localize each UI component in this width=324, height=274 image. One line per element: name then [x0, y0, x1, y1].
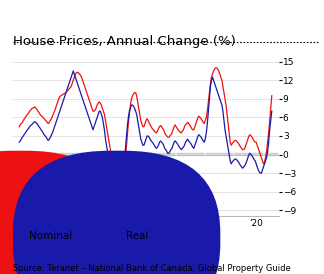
Text: Real: Real — [126, 231, 149, 241]
Text: Source: Teranet – National Bank of Canada, Global Property Guide: Source: Teranet – National Bank of Canad… — [13, 264, 291, 273]
Text: Nominal: Nominal — [29, 231, 72, 241]
Text: House Prices, Annual Change (%): House Prices, Annual Change (%) — [13, 35, 236, 48]
